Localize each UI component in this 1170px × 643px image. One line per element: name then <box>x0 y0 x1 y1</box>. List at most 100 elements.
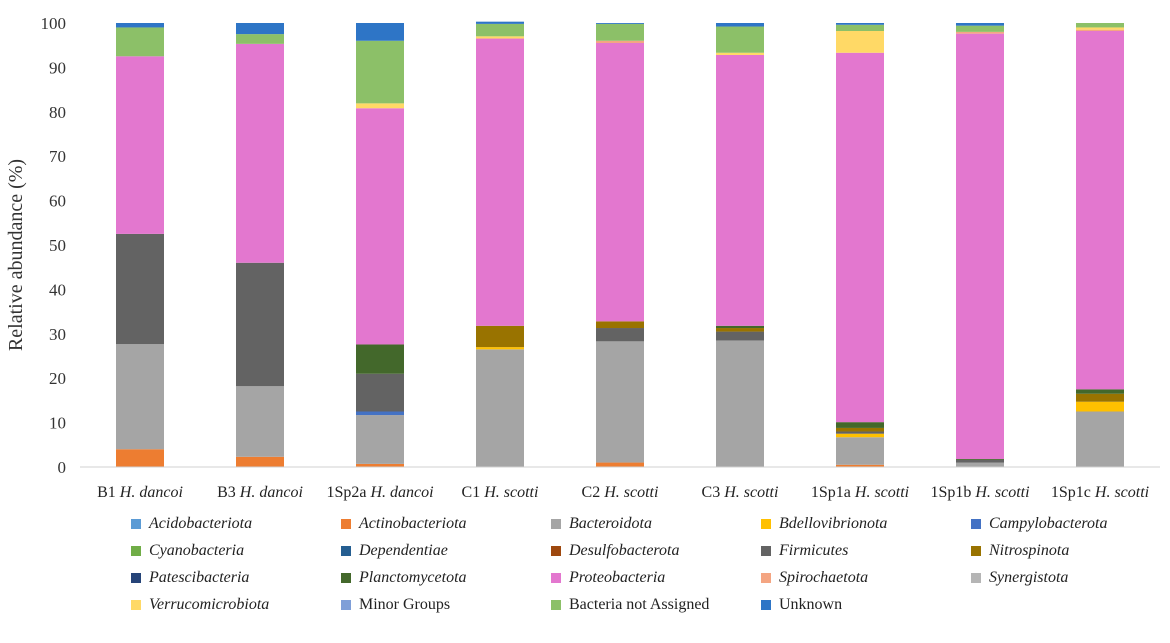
x-tick-species: H. scotti <box>854 484 909 501</box>
bar-segment-bacteria-not-assigned <box>356 40 404 104</box>
bar-stack <box>356 23 404 467</box>
y-tick-label: 90 <box>49 58 66 77</box>
legend-item: Bacteria not Assigned <box>551 593 709 617</box>
legend-label: Bacteria not Assigned <box>569 596 710 613</box>
x-tick-label: C2 H. scotti <box>582 484 659 501</box>
x-tick-species: H. scotti <box>723 484 778 501</box>
legend-swatch <box>131 573 141 583</box>
bar-segment-proteobacteria <box>116 56 164 234</box>
y-tick-label: 20 <box>49 369 66 388</box>
bar-segment-bacteria-not-assigned <box>836 24 884 31</box>
bar-segment-firmicutes <box>956 459 1004 463</box>
legend-label: Planctomycetota <box>359 569 467 586</box>
legend-item: Bdellovibrionota <box>761 512 887 536</box>
legend-label: Spirochaetota <box>779 569 869 586</box>
x-tick-label: B3 H. dancoi <box>217 484 303 501</box>
legend-item: Desulfobacterota <box>551 539 680 563</box>
bar-segment-bacteroidota <box>116 344 164 450</box>
bar-segment-unknown <box>476 21 524 24</box>
legend-label: Campylobacterota <box>989 515 1108 532</box>
bar-stack <box>836 23 884 467</box>
bar-segment-bdellovibrionota <box>836 433 884 438</box>
bar-segment-verrucomicrobiota <box>356 103 404 109</box>
bar-segment-actinobacteriota <box>356 463 404 467</box>
bar-segment-verrucomicrobiota <box>476 36 524 39</box>
bar-segment-proteobacteria <box>356 108 404 345</box>
bar-segment-bacteroidota <box>956 462 1004 467</box>
legend-swatch <box>761 573 771 583</box>
legend-swatch <box>341 600 351 610</box>
bar-stack <box>716 23 764 467</box>
legend-item: Proteobacteria <box>551 566 665 590</box>
bar-segment-unknown <box>596 23 644 24</box>
legend-item: Firmicutes <box>761 539 848 563</box>
legend-item: Synergistota <box>971 566 1068 590</box>
legend-item: Acidobacteriota <box>131 512 252 536</box>
legend-swatch <box>971 546 981 556</box>
bar-segment-proteobacteria <box>476 38 524 326</box>
bar-segment-firmicutes <box>116 233 164 345</box>
legend: Acidobacteriota Actinobacteriota Bacteroid… <box>131 508 1151 643</box>
y-axis-label: Relative abundance (%) <box>5 159 27 351</box>
bar-segment-campylobacterota <box>356 411 404 416</box>
legend-swatch <box>131 519 141 529</box>
bar-stack <box>116 23 164 467</box>
bar-segment-bacteria-not-assigned <box>1076 23 1124 28</box>
bar-segment-bdellovibrionota <box>476 347 524 350</box>
stacked-bar-chart: Relative abundance (%) 0 10 20 30 40 50 60 70 80… <box>5 14 1160 501</box>
y-tick-label: 30 <box>49 325 66 344</box>
bar-segment-spirochaetota <box>956 31 1004 34</box>
legend-swatch <box>131 600 141 610</box>
bar-segment-unknown <box>836 23 884 25</box>
bar-segment-firmicutes <box>596 328 644 342</box>
bar-segment-nitrospinota <box>476 325 524 348</box>
y-tick-label: 10 <box>49 414 66 433</box>
bar-segment-spirochaetota <box>596 40 644 43</box>
bar-segment-bacteroidota <box>356 415 404 464</box>
bar-segment-unknown <box>716 23 764 27</box>
bar-segment-firmicutes <box>236 262 284 387</box>
bar-segment-bacteria-not-assigned <box>716 26 764 53</box>
legend-swatch <box>971 573 981 583</box>
y-tick-label: 0 <box>58 458 67 477</box>
bar-segment-nitrospinota <box>1076 393 1124 402</box>
legend-swatch <box>761 600 771 610</box>
legend-label: Cyanobacteria <box>149 542 245 559</box>
x-tick-label: 1Sp1b H. scotti <box>930 484 1029 501</box>
bar-segment-actinobacteriota <box>836 464 884 467</box>
legend-label: Nitrospinota <box>989 542 1070 559</box>
x-tick-species: H. dancoi <box>239 484 303 501</box>
legend-item: Actinobacteriota <box>341 512 467 536</box>
y-tick-label: 70 <box>49 147 66 166</box>
legend-item: Nitrospinota <box>971 539 1069 563</box>
bar-segment-planctomycetota <box>956 459 1004 460</box>
legend-swatch <box>341 573 351 583</box>
x-tick-label: B1 H. dancoi <box>97 484 183 501</box>
x-tick-prefix: C3 <box>702 484 725 501</box>
legend-swatch <box>761 546 771 556</box>
bar-segment-nitrospinota <box>596 321 644 329</box>
x-tick-prefix: 1Sp1b <box>930 484 975 501</box>
legend-item: Verrucomicrobiota <box>131 593 269 617</box>
bar-stack <box>956 23 1004 467</box>
bar-segment-bacteroidota <box>476 349 524 467</box>
legend-swatch <box>551 546 561 556</box>
bar-segment-proteobacteria <box>1076 30 1124 390</box>
x-tick-species: H. dancoi <box>119 484 183 501</box>
x-tick-prefix: C2 <box>582 484 605 501</box>
bar-segment-bacteria-not-assigned <box>476 23 524 37</box>
legend-label: Acidobacteriota <box>149 515 253 532</box>
legend-item: Spirochaetota <box>761 566 868 590</box>
bar-segment-bacteria-not-assigned <box>956 25 1004 32</box>
bar-segment-bacteria-not-assigned <box>596 23 644 41</box>
x-tick-prefix: B3 <box>217 484 240 501</box>
bar-segment-bacteria-not-assigned <box>116 27 164 57</box>
x-tick-species: H. scotti <box>483 484 538 501</box>
legend-item: Unknown <box>761 593 842 617</box>
x-tick-species: H. scotti <box>974 484 1029 501</box>
bar-segment-verrucomicrobiota <box>836 30 884 53</box>
legend-label: Proteobacteria <box>569 569 666 586</box>
x-tick-label: 1Sp2a H. dancoi <box>326 484 433 501</box>
bar-segment-bacteroidota <box>596 341 644 463</box>
legend-label: Verrucomicrobiota <box>149 596 270 613</box>
